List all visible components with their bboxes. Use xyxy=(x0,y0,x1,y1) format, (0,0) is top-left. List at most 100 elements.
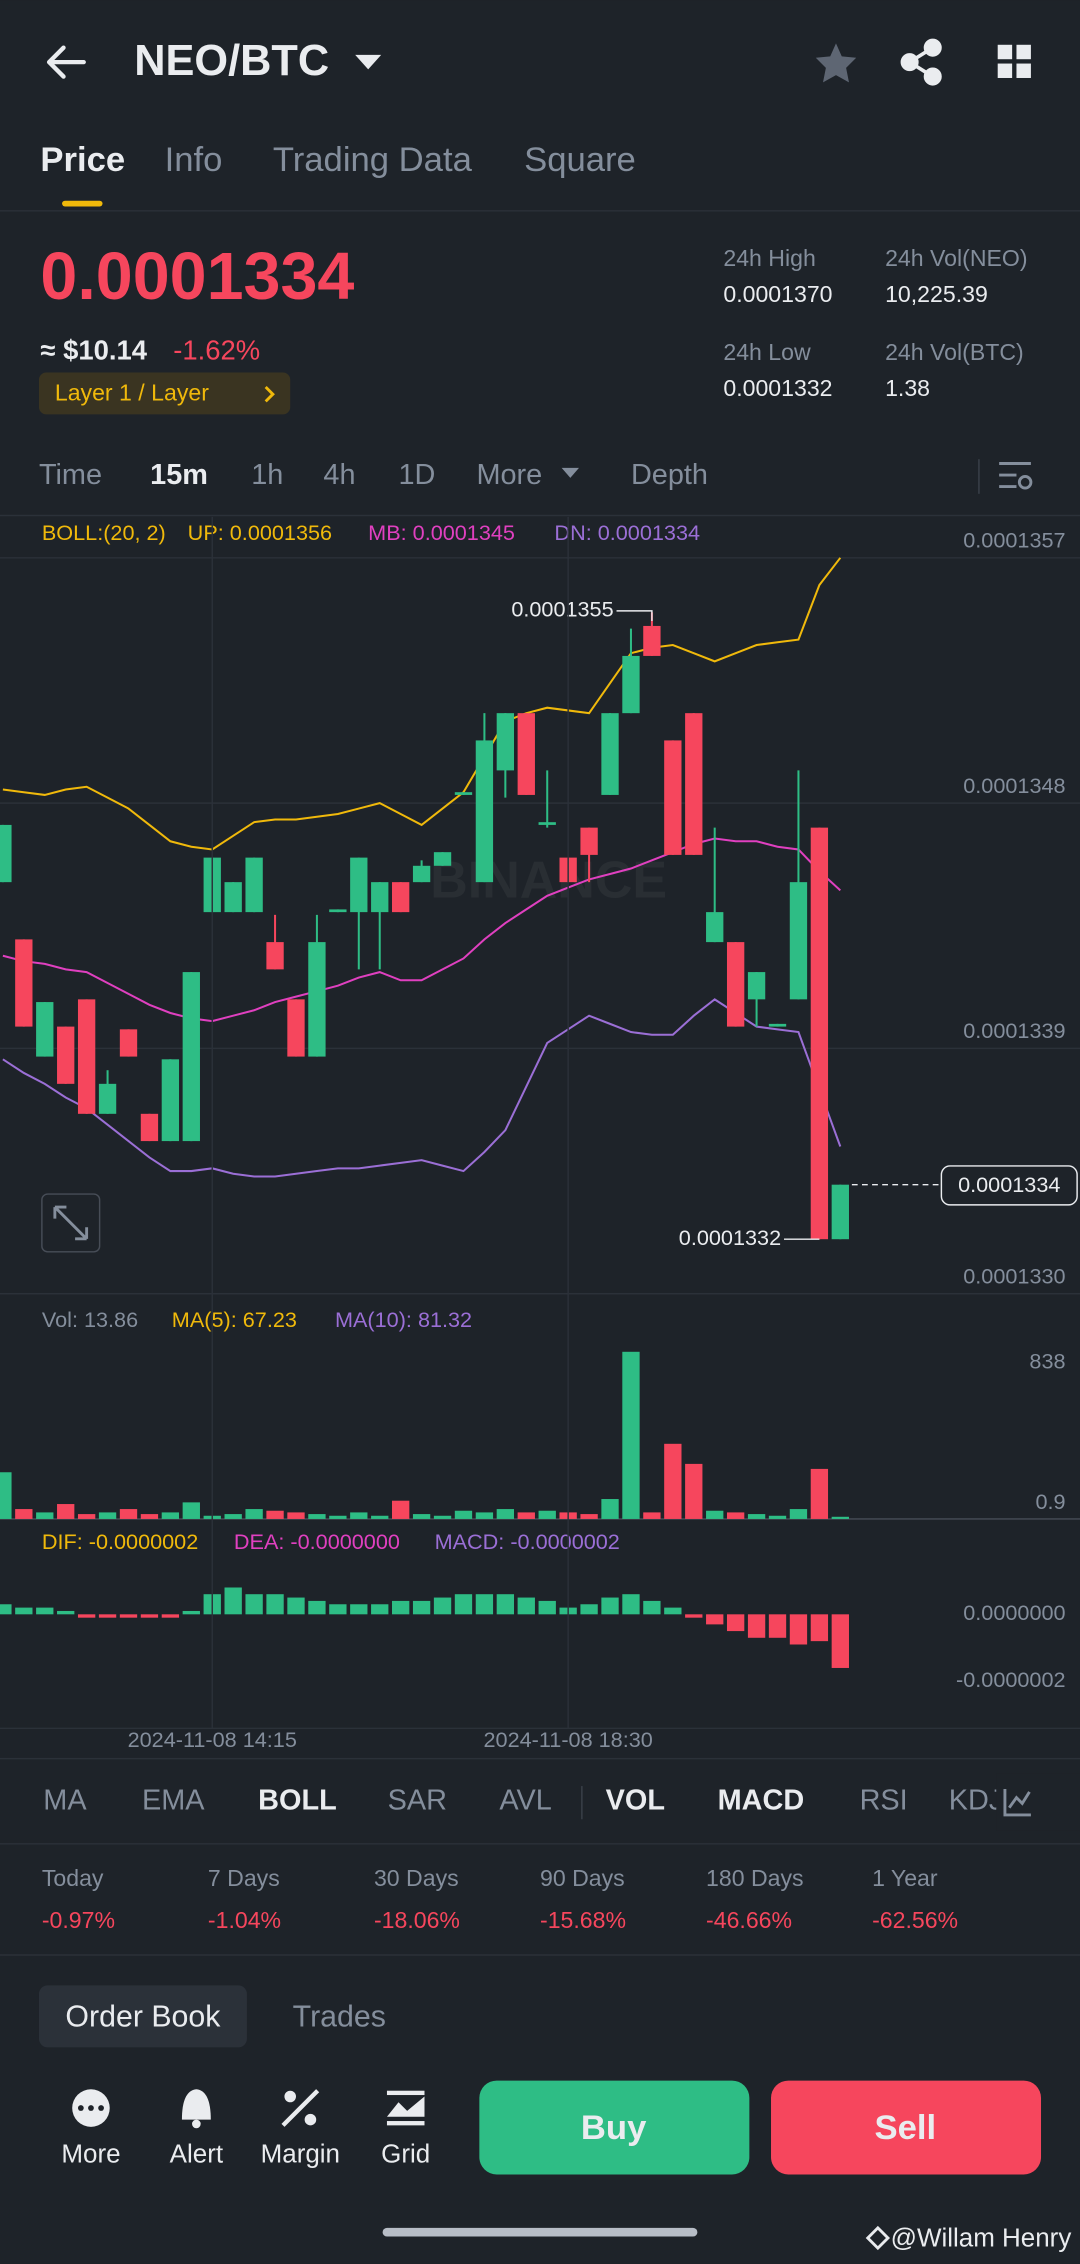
macd-bar xyxy=(685,1614,703,1618)
tab[interactable]: Info xyxy=(165,141,223,179)
candle-body xyxy=(412,865,431,883)
period-label: 7 Days xyxy=(208,1865,280,1891)
volume-bar xyxy=(747,1514,766,1519)
volume-bar xyxy=(77,1514,96,1519)
macd-bar xyxy=(36,1607,54,1615)
macd-bar xyxy=(412,1600,431,1615)
stat-label: 24h Low xyxy=(723,339,811,365)
candle-body xyxy=(768,1023,787,1027)
usd-price: ≈ $10.14 xyxy=(40,335,147,366)
back-button[interactable] xyxy=(46,45,86,79)
fade xyxy=(996,1773,1080,1831)
indicator-tab[interactable]: MACD xyxy=(718,1785,805,1817)
more-caret xyxy=(561,467,579,478)
interval[interactable]: 15m xyxy=(150,459,208,491)
candle-body xyxy=(329,909,347,913)
stat-label: 24h Vol(BTC) xyxy=(885,339,1024,365)
indicator-tabs: MA EMA BOLL SAR AVL VOL MACD RSI KDJ xyxy=(43,1785,1003,1817)
macd-bar xyxy=(643,1600,661,1615)
tab[interactable]: Price xyxy=(40,141,125,179)
nav-label[interactable]: Alert xyxy=(170,2139,224,2169)
macd-bar xyxy=(371,1604,389,1615)
candle-body xyxy=(433,852,452,866)
nav-label[interactable]: Grid xyxy=(381,2139,430,2169)
chart-settings-icon[interactable] xyxy=(999,462,1033,490)
period-label: 30 Days xyxy=(374,1865,459,1891)
volume-bar xyxy=(433,1515,452,1519)
candle-body xyxy=(161,1059,180,1142)
volume-bar xyxy=(392,1500,410,1519)
y-tick-label: 0.0001348 xyxy=(963,773,1065,798)
sell-button[interactable] xyxy=(771,2080,1042,2175)
interval[interactable]: Time xyxy=(39,459,102,491)
buy-label[interactable]: Buy xyxy=(581,2109,647,2147)
period-change: -0.97% xyxy=(42,1907,115,1933)
macd-bar xyxy=(475,1594,494,1615)
period-label: 180 Days xyxy=(706,1865,804,1891)
period-change: -62.56% xyxy=(872,1907,958,1933)
share-icon[interactable] xyxy=(900,38,942,86)
candle-body xyxy=(119,1029,138,1057)
stat-label: 24h Vol(NEO) xyxy=(885,245,1027,271)
candle-body xyxy=(517,713,535,795)
volume-bar xyxy=(580,1514,598,1519)
stat-value: 0.0001370 xyxy=(723,281,832,307)
interval[interactable]: 1h xyxy=(251,459,283,491)
macd-bar xyxy=(0,1604,12,1615)
volume-bar xyxy=(810,1468,829,1519)
favorite-icon[interactable] xyxy=(815,43,857,83)
indicator-settings-icon[interactable] xyxy=(1003,1788,1031,1817)
indicator-tab[interactable]: AVL xyxy=(499,1785,551,1817)
indicator-tab[interactable]: EMA xyxy=(142,1785,205,1817)
volume-bar xyxy=(789,1509,808,1519)
volume-bar xyxy=(182,1502,200,1519)
pair-title[interactable]: NEO/BTC xyxy=(134,37,329,85)
nav-label[interactable]: More xyxy=(61,2139,120,2169)
trades-tab[interactable]: Trades xyxy=(293,2001,386,2034)
interval[interactable]: 1D xyxy=(399,459,436,491)
price-change: -1.62% xyxy=(173,335,260,366)
interval[interactable]: Depth xyxy=(631,459,708,491)
indicator-tab[interactable]: SAR xyxy=(388,1785,447,1817)
credit-icon xyxy=(865,2225,891,2251)
credit: @Willam Henry xyxy=(891,2222,1072,2252)
indicator-tab[interactable]: RSI xyxy=(860,1785,908,1817)
tag-text[interactable]: Layer 1 / Layer xyxy=(55,379,209,405)
macd-bar xyxy=(664,1607,682,1615)
tag-chip[interactable] xyxy=(38,372,291,415)
indicator-tab[interactable]: MA xyxy=(43,1785,87,1817)
interval[interactable]: 4h xyxy=(323,459,355,491)
y-tick-label: 838 xyxy=(1029,1349,1065,1374)
candle-body xyxy=(580,827,598,855)
pair-caret[interactable] xyxy=(355,54,382,70)
indicator-tab[interactable]: BOLL xyxy=(258,1785,337,1817)
indicator-tab[interactable]: VOL xyxy=(606,1785,665,1817)
buy-button[interactable] xyxy=(479,2080,750,2175)
sell-label[interactable]: Sell xyxy=(874,2109,936,2147)
volume-bar xyxy=(454,1510,473,1519)
candle-body xyxy=(57,1026,75,1084)
last-price-box xyxy=(940,1165,1078,1206)
expand-button[interactable] xyxy=(41,1193,101,1253)
candle-body xyxy=(726,942,745,1027)
tab[interactable]: Trading Data xyxy=(273,141,473,179)
macd-bar xyxy=(622,1594,640,1615)
indicator-tab[interactable]: KDJ xyxy=(949,1785,1004,1817)
period-label: Today xyxy=(42,1865,104,1891)
volume-bar xyxy=(308,1514,326,1519)
interval[interactable]: More xyxy=(476,459,542,491)
last-price: 0.0001334 xyxy=(40,240,354,314)
order-book-tab[interactable]: Order Book xyxy=(65,2001,221,2034)
candle-body xyxy=(789,882,808,1000)
candle-body xyxy=(622,655,640,714)
macd-bar xyxy=(329,1604,347,1615)
nav-label[interactable]: Margin xyxy=(261,2139,340,2169)
grid-icon[interactable] xyxy=(997,44,1031,78)
volume-bar xyxy=(119,1509,138,1519)
high-pointer xyxy=(616,610,653,621)
intervals: Time 15m 1h 4h 1D More Depth xyxy=(39,459,708,491)
candle-body xyxy=(140,1113,159,1142)
candle-body xyxy=(601,713,619,795)
tab[interactable]: Square xyxy=(524,141,636,179)
candle-body xyxy=(810,827,829,1240)
